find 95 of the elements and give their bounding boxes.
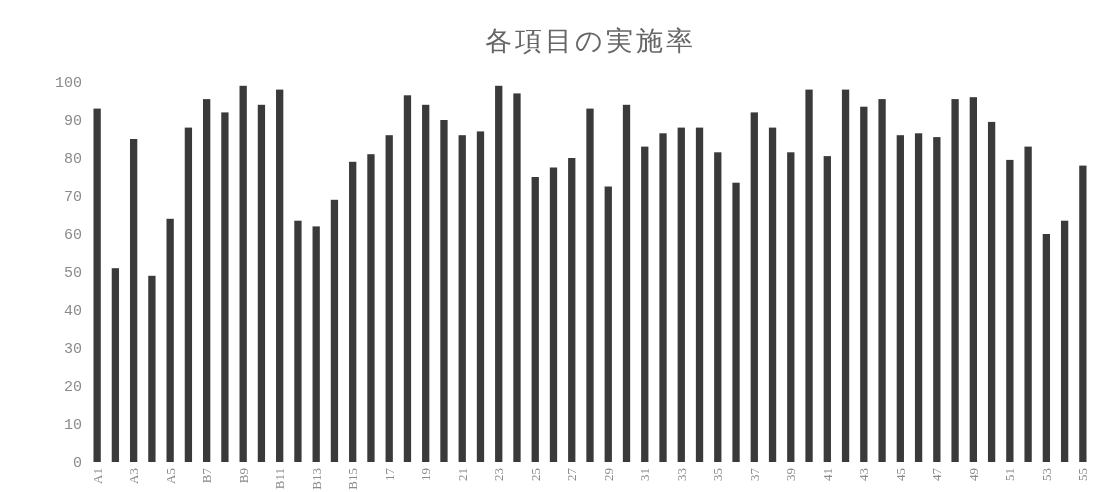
bar (148, 275, 156, 462)
x-tick-label: 41 (819, 468, 835, 481)
x-tick-label: 49 (965, 468, 981, 481)
bar (221, 112, 229, 462)
bar (184, 127, 193, 462)
bar (476, 131, 485, 462)
x-tick-label: A3 (126, 468, 142, 484)
bar (422, 104, 430, 462)
bar (622, 104, 631, 462)
y-tick-label: 70 (63, 189, 82, 207)
bar (732, 182, 740, 462)
bar (1024, 146, 1032, 462)
x-tick-label: 29 (600, 468, 616, 481)
chart-title: 各項目の実施率 (484, 25, 696, 56)
bar (604, 186, 612, 462)
bar (841, 89, 850, 462)
y-tick-label: 50 (63, 265, 82, 283)
x-tick-label: B7 (199, 467, 215, 484)
bar (750, 112, 758, 462)
x-tick-label: 35 (710, 468, 726, 481)
x-tick-label: 23 (491, 468, 507, 481)
bar (951, 99, 959, 462)
x-tick-label: 33 (673, 468, 689, 481)
bar (969, 97, 977, 462)
x-tick-label: 21 (454, 468, 470, 481)
bar (860, 106, 868, 462)
x-tick-label: B11 (272, 468, 288, 490)
x-tick-label: B13 (308, 468, 324, 490)
bar (1042, 234, 1051, 462)
x-tick-label: B15 (345, 468, 361, 490)
bar (1060, 220, 1069, 462)
bar (93, 108, 101, 462)
bar (276, 89, 284, 462)
bar (878, 99, 886, 462)
bar (349, 161, 357, 462)
y-tick-label: 80 (63, 151, 82, 169)
x-tick-label: 25 (527, 468, 543, 481)
bar (166, 218, 174, 462)
bar (568, 158, 576, 462)
x-tick-label: 39 (783, 468, 799, 481)
bar (385, 135, 393, 462)
bar (495, 85, 503, 462)
bar (294, 220, 302, 462)
x-tick-label: 55 (1075, 468, 1091, 481)
x-tick-label: 27 (564, 467, 580, 481)
bar (896, 135, 904, 462)
x-tick-label: 53 (1038, 468, 1054, 481)
y-tick-label: 0 (72, 455, 82, 473)
y-tick-label: 60 (63, 227, 82, 245)
x-tick-label: 45 (892, 468, 908, 481)
bar (787, 152, 795, 462)
bar (695, 127, 704, 462)
x-tick-label: 51 (1002, 468, 1018, 481)
bar (1079, 165, 1087, 462)
bar (914, 133, 923, 462)
x-tick-label: 37 (746, 467, 762, 481)
bar (677, 127, 685, 462)
y-tick-label: 100 (54, 75, 82, 93)
y-tick-label: 10 (63, 417, 82, 435)
y-tick-label: 40 (63, 303, 82, 321)
bar (330, 199, 339, 462)
bar (513, 93, 521, 462)
bar (549, 167, 558, 462)
bar (203, 99, 211, 462)
x-tick-label: 17 (381, 467, 397, 481)
y-tick-label: 90 (63, 113, 82, 131)
bar (312, 226, 320, 462)
bar (458, 135, 466, 462)
bar (987, 121, 996, 462)
x-tick-label: 31 (637, 468, 653, 481)
x-tick-label: 19 (418, 468, 434, 481)
x-tick-label: 43 (856, 468, 872, 481)
x-tick-label: 47 (929, 467, 945, 481)
bar (933, 137, 941, 462)
bar (531, 177, 539, 462)
bar (1006, 159, 1014, 462)
bar (239, 85, 247, 462)
bar (641, 146, 649, 462)
y-tick-label: 30 (63, 341, 82, 359)
x-tick-label: B9 (235, 468, 251, 484)
bar (586, 108, 594, 462)
bar (403, 95, 412, 462)
bar (805, 89, 813, 462)
bar (111, 268, 120, 462)
bar (768, 127, 777, 462)
x-tick-label: A1 (89, 468, 105, 484)
bar (129, 139, 138, 462)
bar (367, 154, 375, 462)
y-tick-label: 20 (63, 379, 82, 397)
x-tick-label: A5 (162, 468, 178, 484)
bar (257, 104, 266, 462)
bar (659, 133, 667, 462)
bar (714, 152, 722, 462)
bar (823, 156, 831, 462)
bar (440, 120, 448, 462)
